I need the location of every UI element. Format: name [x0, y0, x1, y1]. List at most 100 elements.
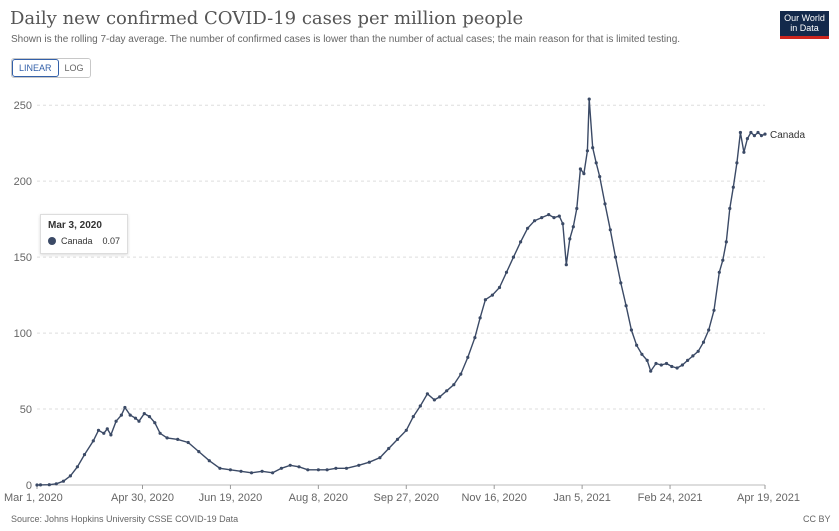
data-point	[176, 437, 180, 441]
data-point	[378, 456, 382, 460]
data-point	[38, 483, 43, 487]
data-point	[591, 146, 595, 150]
source-note[interactable]: Source: Johns Hopkins University CSSE CO…	[11, 514, 239, 524]
tooltip-date: Mar 3, 2020	[48, 220, 102, 231]
data-point	[186, 440, 190, 445]
x-tick-label: Jan 5, 2021	[553, 492, 611, 504]
tooltip: Mar 3, 2020 Canada 0.07	[40, 214, 128, 254]
linear-scale-button[interactable]: LINEAR	[12, 59, 59, 77]
data-point	[367, 460, 371, 464]
data-point	[91, 439, 95, 443]
data-point	[425, 392, 429, 396]
logo-line-2: in Data	[790, 23, 819, 33]
data-point	[387, 446, 391, 451]
data-point	[344, 466, 349, 470]
data-point	[109, 433, 113, 437]
series-layer: Canada	[35, 97, 805, 487]
data-point	[712, 308, 716, 312]
gridlines	[37, 104, 765, 486]
tooltip-value: 0.07	[102, 236, 120, 246]
log-scale-button[interactable]: LOG	[58, 59, 90, 77]
data-point	[691, 354, 695, 358]
x-tick-label: Nov 16, 2020	[461, 492, 526, 504]
data-point	[438, 395, 442, 399]
data-point	[707, 328, 711, 332]
owid-logo[interactable]: Our World in Data	[780, 11, 829, 39]
data-point	[123, 405, 127, 410]
data-point	[670, 364, 674, 369]
x-tick-label: Jun 19, 2020	[199, 492, 263, 504]
data-point	[260, 469, 264, 473]
data-point	[763, 132, 767, 136]
data-point	[571, 225, 575, 229]
data-point	[624, 304, 628, 308]
x-axis: Mar 1, 2020 Apr 30, 2020 Jun 19, 2020 Aug 8…	[4, 485, 800, 504]
data-point	[158, 431, 162, 435]
x-tick-label: Feb 24, 2021	[638, 492, 703, 504]
tooltip-series-name: Canada	[61, 236, 93, 246]
series-line-canada[interactable]	[36, 99, 766, 486]
y-tick-label: 200	[14, 176, 32, 188]
data-point	[759, 134, 764, 138]
data-point	[752, 134, 757, 138]
data-point	[575, 206, 579, 211]
license-link[interactable]: CC BY	[803, 514, 831, 524]
data-point	[306, 468, 310, 472]
data-point	[153, 421, 157, 425]
data-point	[533, 219, 537, 223]
data-point	[133, 416, 138, 420]
y-axis: 0 50 100 150 200 250	[14, 100, 32, 492]
data-point	[459, 372, 463, 376]
data-point	[68, 474, 72, 478]
tooltip-row: Canada 0.07	[48, 236, 120, 246]
data-point	[207, 459, 211, 463]
data-point	[582, 172, 586, 176]
data-point	[594, 161, 598, 165]
data-point	[735, 161, 739, 165]
data-point	[102, 431, 106, 435]
data-point	[756, 130, 760, 135]
data-point	[603, 202, 607, 206]
data-point	[680, 363, 685, 367]
data-point	[142, 412, 146, 416]
logo-line-1: Our World	[784, 13, 825, 23]
data-point	[35, 483, 39, 487]
data-point	[526, 226, 530, 230]
data-point	[114, 419, 118, 423]
data-point	[75, 465, 79, 469]
data-point	[675, 366, 679, 370]
data-point	[432, 398, 436, 402]
data-point	[519, 240, 523, 244]
data-point	[731, 185, 735, 189]
x-tick-label: Apr 30, 2020	[111, 492, 174, 504]
data-point	[552, 216, 556, 220]
data-point	[239, 469, 243, 473]
chart-subtitle: Shown is the rolling 7-day average. The …	[11, 34, 681, 45]
data-point	[717, 270, 721, 274]
data-point	[587, 97, 591, 101]
data-point	[418, 404, 422, 408]
data-point	[585, 149, 590, 153]
data-point	[724, 240, 728, 244]
data-point	[105, 427, 109, 431]
data-point	[686, 358, 690, 362]
data-point	[511, 255, 516, 259]
data-point	[228, 468, 232, 472]
data-point	[659, 363, 663, 367]
data-point	[395, 437, 400, 441]
data-point	[619, 281, 623, 285]
data-point	[654, 361, 658, 366]
x-tick-label: Aug 8, 2020	[289, 492, 348, 504]
scale-toggle: LINEAR LOG	[11, 58, 91, 78]
data-point	[96, 428, 101, 432]
data-point	[197, 450, 201, 454]
data-point	[411, 415, 415, 419]
data-point	[357, 463, 361, 467]
data-point	[218, 466, 222, 470]
data-point	[728, 206, 732, 211]
data-point	[745, 137, 750, 141]
data-point	[649, 369, 653, 373]
data-point	[297, 465, 301, 469]
data-point	[334, 466, 338, 470]
